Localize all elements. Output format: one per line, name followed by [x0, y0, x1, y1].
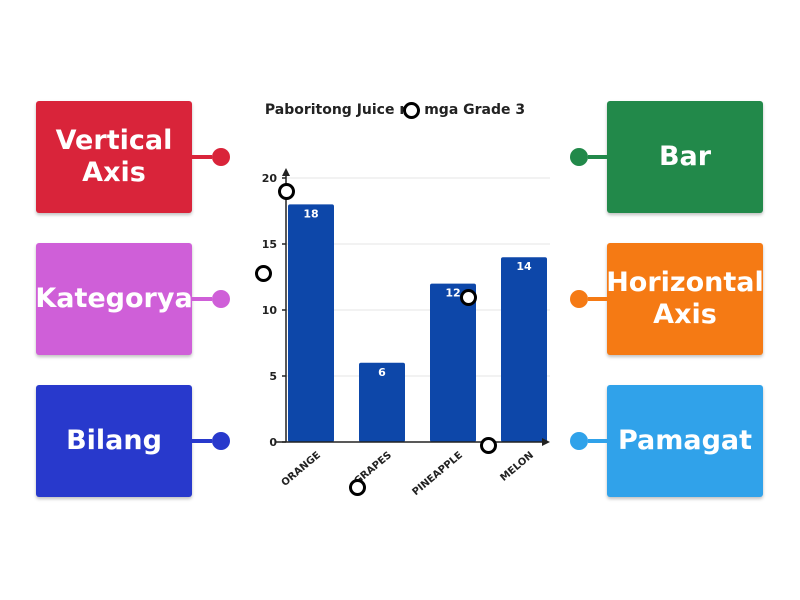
card-label: Pamagat — [617, 425, 753, 456]
card-pamagat[interactable]: Pamagat — [607, 385, 763, 497]
card-kategorya[interactable]: Kategorya — [35, 243, 193, 355]
y-tick-label: 0 — [269, 436, 277, 449]
card-connector — [588, 297, 608, 301]
card-connector-dot[interactable] — [570, 148, 588, 166]
card-connector — [192, 439, 212, 443]
x-axis-arrow — [542, 438, 550, 446]
card-label: Bar — [658, 141, 712, 172]
card-connector — [588, 439, 608, 443]
drop-target-horizontal-axis[interactable] — [480, 437, 497, 454]
chart-title: Paboritong Juice ng mga Grade 3 — [265, 102, 525, 118]
chart-bars — [288, 204, 547, 442]
y-tick-label: 10 — [262, 304, 278, 317]
drop-target-pamagat[interactable] — [403, 102, 420, 119]
card-horizontal-axis[interactable]: Horizontal Axis — [606, 243, 764, 355]
drop-target-bilang[interactable] — [255, 265, 272, 282]
category-label: PINEAPPLE — [410, 450, 465, 498]
chart-axes — [276, 168, 550, 446]
card-connector-dot[interactable] — [212, 432, 230, 450]
drop-target-vertical-axis[interactable] — [278, 183, 295, 200]
card-connector-dot[interactable] — [570, 290, 588, 308]
card-label: Vertical Axis — [55, 125, 173, 188]
card-label: Kategorya — [35, 283, 193, 314]
bar-value-label: 6 — [378, 366, 386, 379]
card-connector-dot[interactable] — [212, 148, 230, 166]
category-label: ORANGE — [280, 450, 323, 489]
bar — [430, 283, 476, 442]
card-connector — [192, 155, 212, 159]
drop-target-bar[interactable] — [460, 289, 477, 306]
card-connector-dot[interactable] — [212, 290, 230, 308]
bar-value-label: 18 — [303, 207, 318, 220]
bar — [501, 257, 547, 442]
card-bar[interactable]: Bar — [607, 101, 763, 213]
bar — [359, 362, 405, 442]
bar-value-label: 14 — [516, 260, 532, 273]
y-axis-arrow — [282, 168, 290, 176]
drop-target-kategorya[interactable] — [349, 479, 366, 496]
y-tick-label: 15 — [262, 238, 277, 251]
card-vertical-axis[interactable]: Vertical Axis — [36, 101, 192, 213]
card-label: Horizontal Axis — [606, 267, 764, 330]
card-connector-dot[interactable] — [570, 432, 588, 450]
y-tick-label: 5 — [269, 370, 277, 383]
category-label: MELON — [498, 450, 535, 484]
card-connector — [588, 155, 608, 159]
bar — [288, 204, 334, 442]
card-bilang[interactable]: Bilang — [36, 385, 192, 497]
card-label: Bilang — [66, 425, 162, 456]
card-connector — [192, 297, 212, 301]
bar-value-label: 12 — [445, 287, 460, 300]
bar-chart: Paboritong Juice ng mga Grade 3 0 5 10 15 20… — [262, 102, 550, 498]
y-tick-label: 20 — [262, 172, 278, 185]
